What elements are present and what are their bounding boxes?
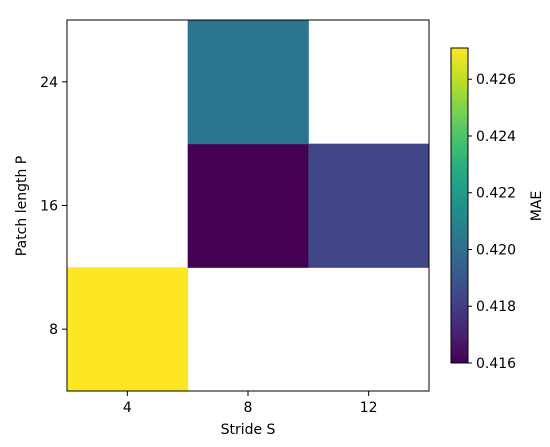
colorbar-tick-label: 0.418: [476, 299, 516, 315]
x-axis-label: Stride S: [221, 422, 276, 438]
heatmap-cell: [67, 267, 189, 392]
y-axis-label: Patch length P: [14, 156, 30, 256]
colorbar-tick-label: 0.420: [476, 242, 516, 258]
heatmap-cell: [308, 143, 430, 268]
x-tick-label: 8: [244, 400, 253, 416]
x-axis-ticks: 4 8 12: [123, 391, 378, 416]
y-tick-label: 8: [49, 322, 58, 338]
colorbar-label: MAE: [529, 191, 545, 222]
heatmap-cells: [67, 20, 430, 392]
colorbar-ticks: 0.416 0.418 0.420 0.422 0.424 0.426: [468, 72, 516, 372]
x-tick-label: 12: [360, 400, 378, 416]
y-tick-label: 24: [40, 75, 58, 91]
x-tick-label: 4: [123, 400, 132, 416]
colorbar-tick-label: 0.424: [476, 129, 516, 145]
heatmap-cell: [187, 20, 309, 145]
colorbar-tick-label: 0.416: [476, 356, 516, 372]
colorbar-tick-label: 0.426: [476, 72, 516, 88]
y-tick-label: 16: [40, 199, 58, 215]
colorbar-tick-label: 0.422: [476, 186, 516, 202]
y-axis-ticks: 8 16 24: [40, 75, 67, 338]
heatmap-cell: [187, 143, 309, 268]
colorbar: [450, 47, 469, 364]
